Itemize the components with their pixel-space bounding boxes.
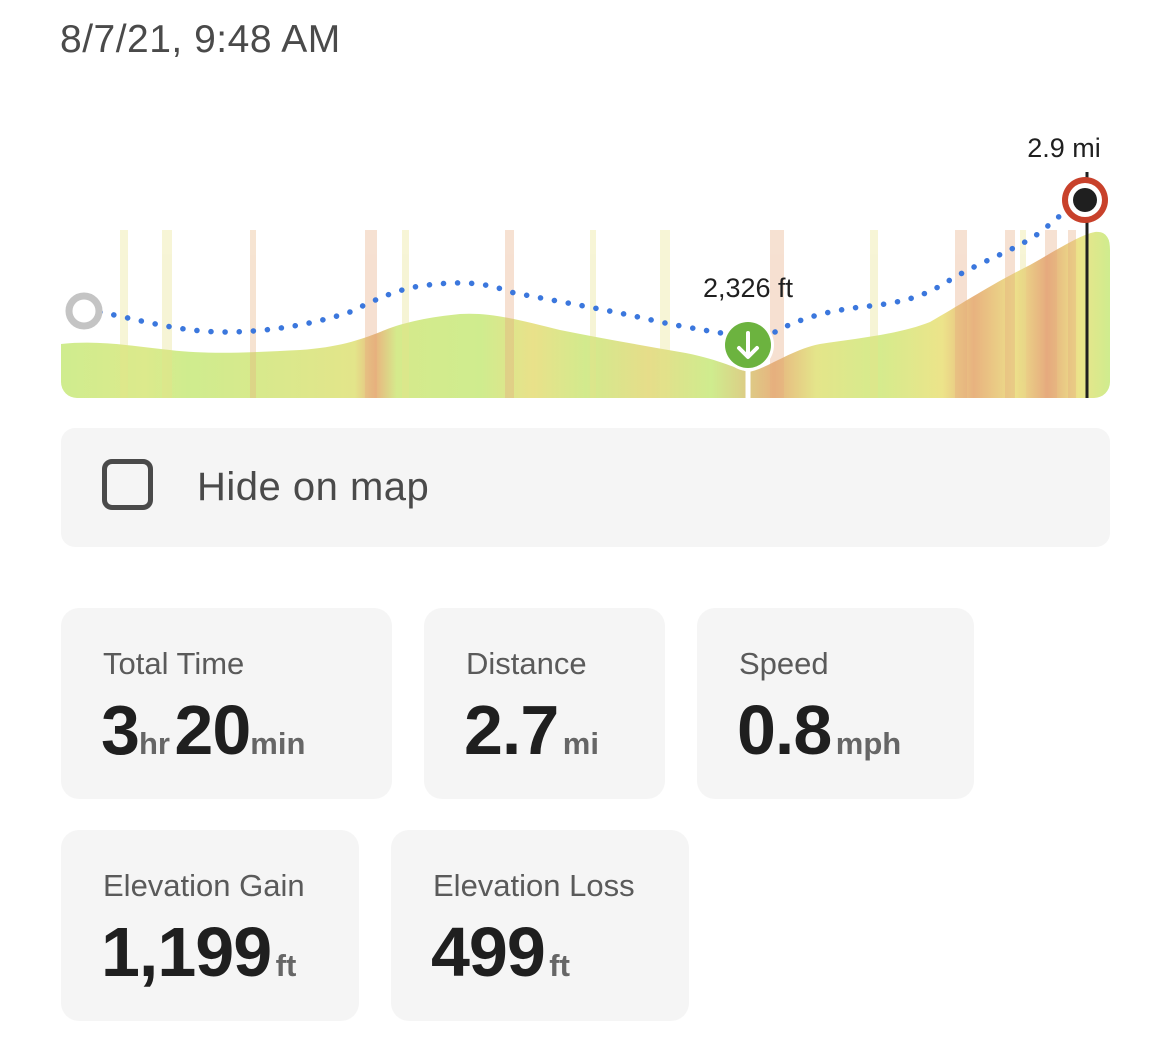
total-time-card: Total Time 3hr 20min bbox=[61, 608, 392, 799]
speed-card: Speed 0.8 mph bbox=[697, 608, 974, 799]
elevation-loss-card: Elevation Loss 499 ft bbox=[391, 830, 689, 1021]
end-point-icon bbox=[1073, 188, 1097, 212]
elevation-loss-label: Elevation Loss bbox=[433, 868, 635, 903]
end-point-marker[interactable] bbox=[1062, 177, 1108, 223]
elevation-gain-card: Elevation Gain 1,199 ft bbox=[61, 830, 359, 1021]
speed-label: Speed bbox=[739, 646, 829, 681]
hide-on-map-label: Hide on map bbox=[197, 465, 430, 509]
total-time-hours: 3 bbox=[101, 691, 140, 769]
hide-on-map-row[interactable]: Hide on map bbox=[61, 428, 1110, 547]
elevation-gain-unit: ft bbox=[275, 948, 297, 983]
elevation-terrain-area bbox=[61, 231, 1110, 398]
low-point-marker[interactable] bbox=[722, 319, 774, 371]
arrow-down-icon bbox=[737, 331, 759, 359]
total-time-hours-unit: hr bbox=[138, 726, 170, 761]
distance-card: Distance 2.7 mi bbox=[424, 608, 665, 799]
distance-value: 2.7 mi bbox=[464, 690, 599, 770]
distance-number: 2.7 bbox=[464, 691, 559, 769]
end-distance-label: 2.9 mi bbox=[1027, 133, 1101, 163]
speed-value: 0.8 mph bbox=[737, 690, 901, 770]
elevation-gain-number: 1,199 bbox=[101, 913, 272, 991]
elevation-loss-unit: ft bbox=[549, 948, 570, 983]
total-time-minutes: 20 bbox=[174, 691, 251, 769]
speed-number: 0.8 bbox=[737, 691, 832, 769]
total-time-minutes-unit: min bbox=[250, 726, 306, 761]
elevation-gain-label: Elevation Gain bbox=[103, 868, 305, 903]
distance-unit: mi bbox=[562, 726, 599, 761]
total-time-label: Total Time bbox=[103, 646, 245, 681]
circle-outline-icon bbox=[65, 292, 103, 330]
elevation-gain-value: 1,199 ft bbox=[101, 912, 296, 992]
elevation-profile-chart[interactable]: 2,326 ft 2.9 mi bbox=[0, 0, 1170, 410]
activity-timestamp: 8/7/21, 9:48 AM bbox=[60, 18, 341, 61]
elevation-track-dotted-line bbox=[97, 205, 1073, 339]
hide-on-map-checkbox[interactable] bbox=[102, 459, 153, 510]
speed-unit: mph bbox=[835, 726, 902, 761]
elevation-loss-value: 499 ft bbox=[431, 912, 570, 992]
distance-label: Distance bbox=[466, 646, 587, 681]
start-point-marker bbox=[65, 292, 103, 330]
low-point-elevation-label: 2,326 ft bbox=[703, 273, 794, 303]
elevation-loss-number: 499 bbox=[431, 913, 546, 991]
total-time-value: 3hr 20min bbox=[101, 690, 305, 770]
